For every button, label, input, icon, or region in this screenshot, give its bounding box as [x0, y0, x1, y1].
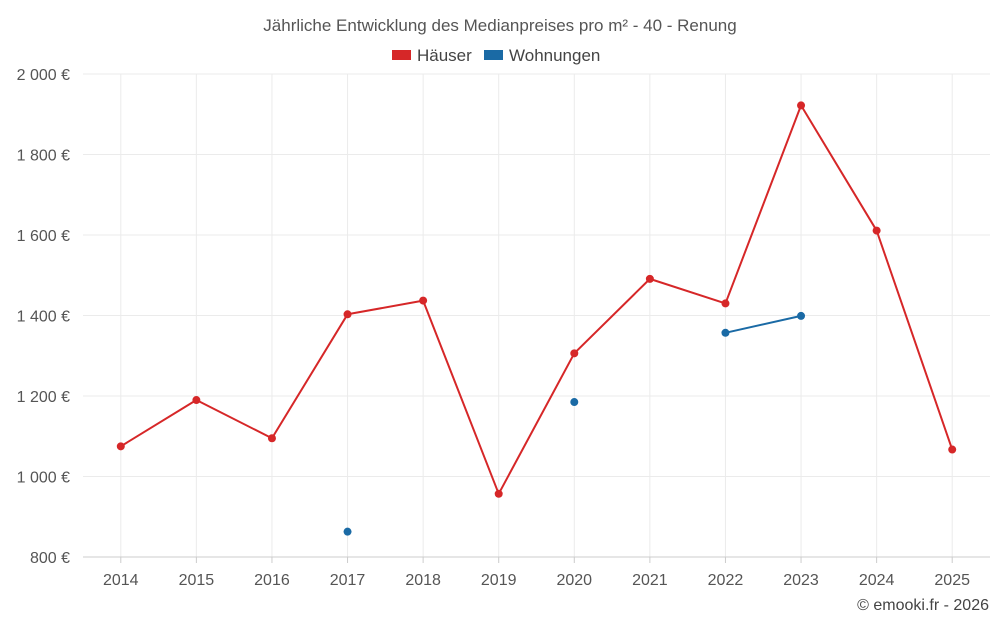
legend-label-wohnungen[interactable]: Wohnungen — [509, 46, 600, 65]
y-tick-label: 1 000 € — [17, 470, 70, 487]
data-point[interactable] — [645, 274, 654, 283]
data-point[interactable] — [570, 349, 579, 358]
x-tick-label: 2024 — [859, 572, 895, 589]
series-line-segment — [119, 399, 198, 448]
data-point[interactable] — [797, 101, 806, 110]
y-tick-label: 1 400 € — [17, 309, 70, 326]
series-line-segment — [497, 352, 576, 495]
x-tick-label: 2021 — [632, 572, 668, 589]
data-point[interactable] — [721, 299, 730, 308]
x-tick-label: 2018 — [405, 572, 441, 589]
x-tick-label: 2014 — [103, 572, 139, 589]
series-line-segment — [800, 104, 878, 232]
chart-title: Jährliche Entwicklung des Medianpreises … — [263, 16, 736, 35]
data-point[interactable] — [948, 445, 957, 454]
series-line-segment — [270, 313, 349, 440]
series-line-segment — [195, 399, 273, 440]
x-tick-label: 2016 — [254, 572, 290, 589]
data-point[interactable] — [116, 442, 125, 451]
y-tick-label: 1 600 € — [17, 228, 70, 245]
data-point[interactable] — [872, 226, 881, 235]
data-point[interactable] — [343, 310, 352, 319]
data-point[interactable] — [721, 328, 730, 337]
data-point[interactable] — [419, 296, 428, 305]
series-layer — [116, 101, 957, 536]
x-tick-label: 2019 — [481, 572, 517, 589]
grid — [83, 73, 990, 558]
x-tick-label: 2020 — [556, 572, 592, 589]
y-tick-label: 2 000 € — [17, 67, 70, 84]
x-tick-label: 2023 — [783, 572, 819, 589]
series-haeuser — [116, 101, 957, 498]
x-tick-label: 2017 — [330, 572, 366, 589]
y-axis: 800 € 1 000 € 1 200 € 1 400 € 1 600 € 1 800 €… — [17, 67, 70, 567]
y-tick-label: 1 800 € — [17, 148, 70, 165]
x-tick-label: 2022 — [708, 572, 744, 589]
series-line-segment — [346, 299, 425, 316]
legend-swatch-wohnungen — [484, 50, 503, 60]
series-wohnungen — [343, 311, 806, 536]
data-point[interactable] — [267, 434, 276, 443]
data-point[interactable] — [570, 398, 579, 407]
series-line-segment — [875, 229, 954, 451]
series-line-segment — [648, 277, 727, 305]
legend-swatch-haeuser — [392, 50, 411, 60]
legend: Häuser Wohnungen — [392, 46, 600, 65]
credit-text: © emooki.fr - 2026 — [857, 597, 989, 614]
data-point[interactable] — [343, 527, 352, 536]
y-tick-label: 1 200 € — [17, 389, 70, 406]
y-tick-label: 800 € — [30, 550, 70, 567]
series-line-segment — [422, 299, 500, 495]
series-line-segment — [573, 277, 651, 355]
series-line-segment — [724, 314, 803, 334]
x-tick-label: 2025 — [934, 572, 970, 589]
series-line-segment — [724, 104, 803, 305]
data-point[interactable] — [494, 489, 503, 498]
data-point[interactable] — [192, 396, 201, 405]
legend-label-haeuser[interactable]: Häuser — [417, 46, 472, 65]
x-tick-label: 2015 — [179, 572, 215, 589]
data-point[interactable] — [797, 311, 806, 320]
x-axis: 2014 2015 2016 2017 2018 2019 2020 2021 2022 2023… — [83, 556, 990, 589]
